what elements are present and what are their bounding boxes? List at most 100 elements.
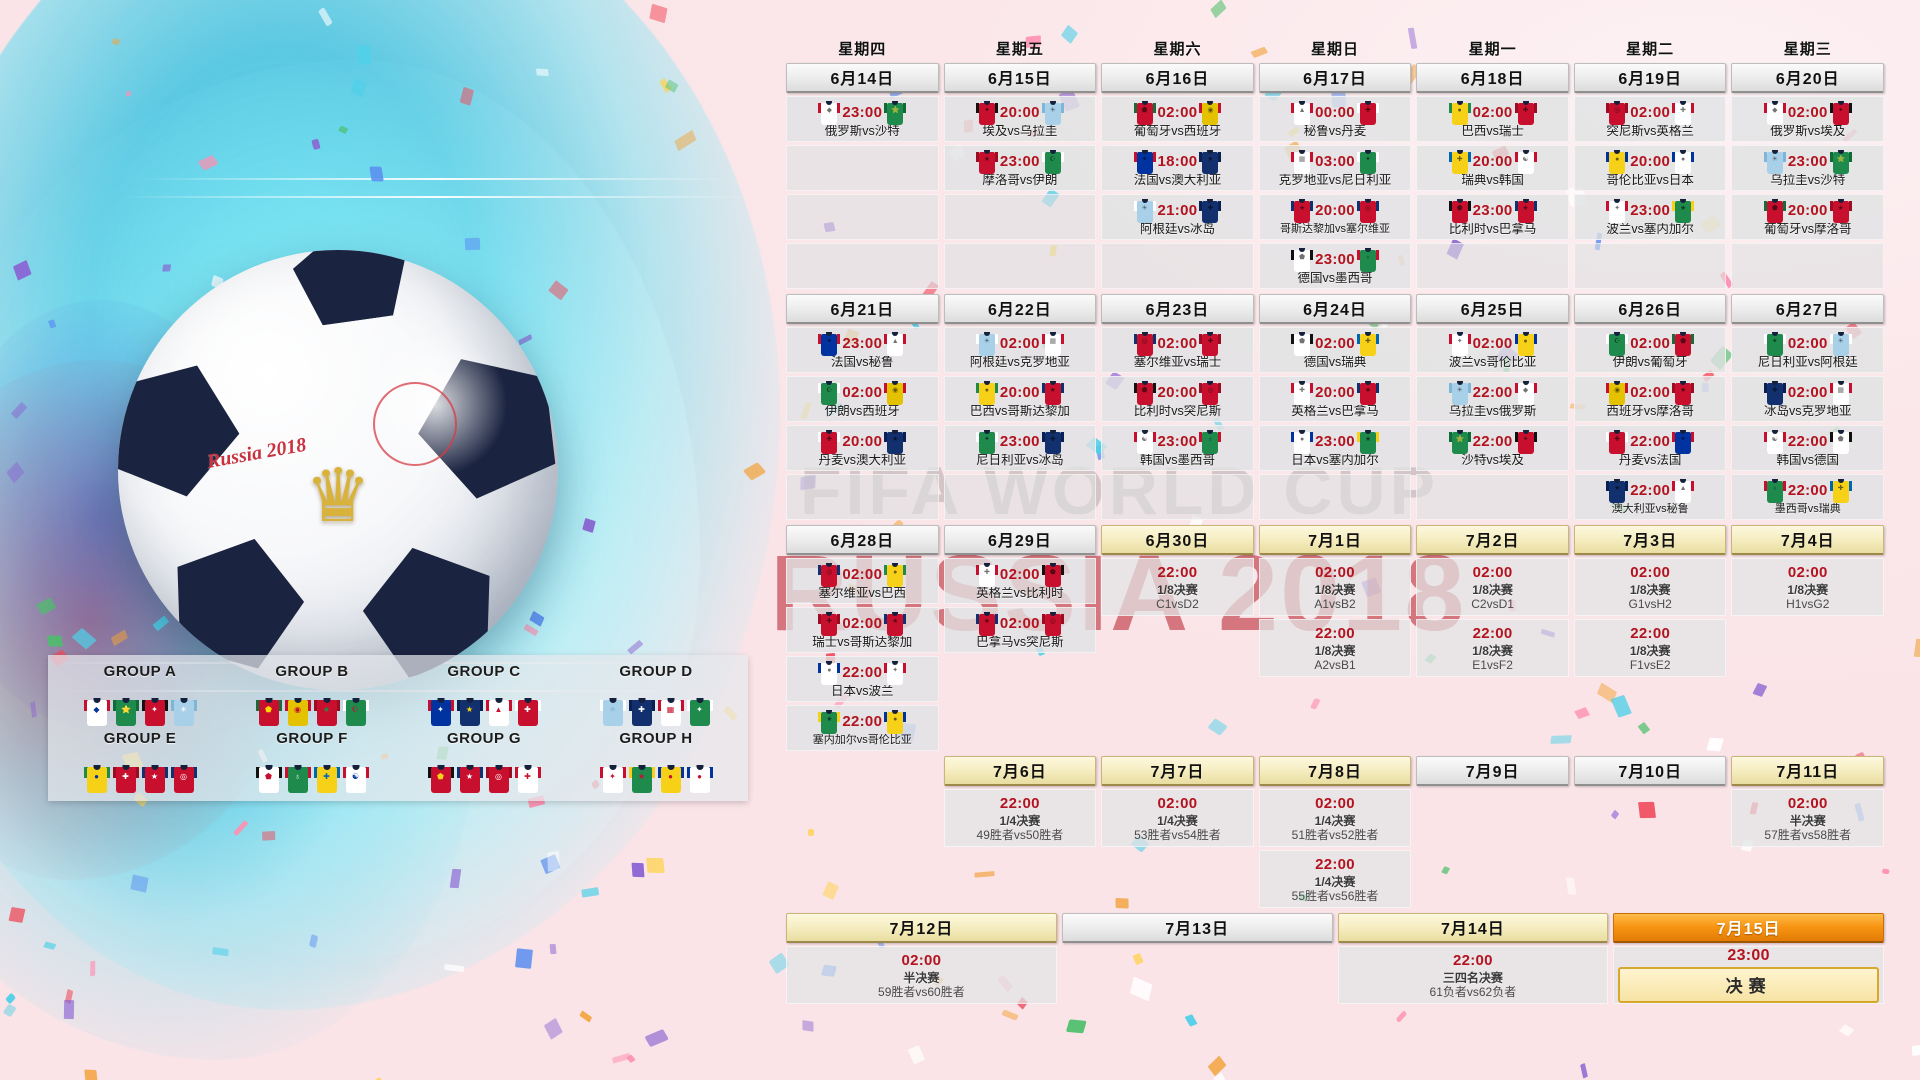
date-header-6月20日[interactable]: 6月20日 xyxy=(1731,63,1885,93)
match-cell[interactable]: ⬟ 20:00 ◎ 比利时vs突尼斯 xyxy=(1101,376,1254,422)
match-cell[interactable]: ✦ 23:00 ★ 波兰vs塞内加尔 xyxy=(1573,194,1727,240)
match-cell[interactable]: ☀ 22:00 ◆ 乌拉圭vs俄罗斯 xyxy=(1416,376,1569,422)
date-header-6月24日[interactable]: 6月24日 xyxy=(1258,294,1412,324)
date-header-6月25日[interactable]: 6月25日 xyxy=(1416,294,1569,324)
match-cell[interactable]: 22:00 1/4决赛 49胜者vs50胜者 xyxy=(943,789,1097,847)
date-header-7月4日[interactable]: 7月4日 xyxy=(1731,525,1885,555)
match-cell[interactable]: ✚ 20:00 ★ 英格兰vs巴拿马 xyxy=(1258,376,1412,422)
match-cell[interactable]: ⬟ 02:00 ◉ 葡萄牙vs西班牙 xyxy=(1101,96,1254,142)
date-header-6月23日[interactable]: 6月23日 xyxy=(1101,294,1254,324)
match-cell[interactable]: ▦ 03:00 ✦ 克罗地亚vs尼日利亚 xyxy=(1258,145,1412,191)
date-header-7月8日[interactable]: 7月8日 xyxy=(1258,756,1412,786)
match-cell[interactable]: ☪ 02:00 ⬟ 伊朗vs葡萄牙 xyxy=(1573,327,1727,373)
match-cell[interactable]: ✚ 02:00 ⬟ 英格兰vs比利时 xyxy=(943,558,1097,604)
match-cell[interactable]: ♁ 22:00 ✚ 墨西哥vs瑞典 xyxy=(1731,474,1885,520)
match-cell[interactable]: 02:00 半决赛 57胜者vs58胜者 xyxy=(1731,789,1885,847)
match-cell[interactable]: 02:00 1/4决赛 51胜者vs52胜者 xyxy=(1258,789,1412,847)
match-cell[interactable]: ★ 22:00 ▲ 澳大利亚vs秘鲁 xyxy=(1573,474,1727,520)
match-cell[interactable]: ◎ 02:00 ✚ 塞尔维亚vs瑞士 xyxy=(1101,327,1254,373)
match-cell[interactable]: ✦ 02:00 ☀ 尼日利亚vs阿根廷 xyxy=(1731,327,1885,373)
match-cell[interactable]: ★ 02:00 ◎ 巴拿马vs突尼斯 xyxy=(943,607,1097,653)
date-header-6月27日[interactable]: 6月27日 xyxy=(1731,294,1885,324)
group-a-box[interactable]: GROUP A ◆ ⭐ ✦ ☀ xyxy=(54,661,226,728)
match-cell[interactable]: 02:00 1/8决赛 G1vsH2 xyxy=(1573,558,1727,616)
match-cell[interactable]: ◎ 02:00 ✚ 突尼斯vs英格兰 xyxy=(1573,96,1727,142)
match-cell[interactable]: ● 02:00 ✚ 巴西vs瑞士 xyxy=(1416,96,1569,142)
group-g-box[interactable]: GROUP G ⬟ ★ ◎ ✚ xyxy=(398,728,570,795)
match-cell[interactable]: ☀ 02:00 ▦ 阿根廷vs克罗地亚 xyxy=(943,327,1097,373)
date-header-7月9日[interactable]: 7月9日 xyxy=(1416,756,1569,786)
date-header-6月16日[interactable]: 6月16日 xyxy=(1101,63,1254,93)
match-cell[interactable]: ⬟ 20:00 ★ 葡萄牙vs摩洛哥 xyxy=(1731,194,1885,240)
group-h-box[interactable]: GROUP H ✦ ★ ● ● xyxy=(570,728,742,795)
match-cell[interactable]: ★ 23:00 ☪ 摩洛哥vs伊朗 xyxy=(943,145,1097,191)
date-header-6月29日[interactable]: 6月29日 xyxy=(943,525,1097,555)
date-header-6月17日[interactable]: 6月17日 xyxy=(1258,63,1412,93)
date-header-6月21日[interactable]: 6月21日 xyxy=(786,294,939,324)
date-header-7月2日[interactable]: 7月2日 xyxy=(1416,525,1569,555)
match-cell[interactable]: ◆ 23:00 ⭐ 俄罗斯vs沙特 xyxy=(786,96,939,142)
date-header-6月15日[interactable]: 6月15日 xyxy=(943,63,1097,93)
match-cell[interactable]: ☯ 23:00 ♁ 韩国vs墨西哥 xyxy=(1101,425,1254,471)
date-header-7月3日[interactable]: 7月3日 xyxy=(1573,525,1727,555)
match-cell[interactable]: 22:00 三四名决赛 61负者vs62负者 xyxy=(1337,946,1609,1004)
match-cell[interactable]: ● 23:00 ★ 日本vs塞内加尔 xyxy=(1258,425,1412,471)
match-cell[interactable]: ✚ 02:00 ★ 瑞士vs哥斯达黎加 xyxy=(786,607,939,653)
group-e-box[interactable]: GROUP E ● ✚ ★ ◎ xyxy=(54,728,226,795)
date-header-6月19日[interactable]: 6月19日 xyxy=(1573,63,1727,93)
date-header-7月11日[interactable]: 7月11日 xyxy=(1731,756,1885,786)
match-cell[interactable]: ⬟ 02:00 ✚ 德国vs瑞典 xyxy=(1258,327,1412,373)
group-c-box[interactable]: GROUP C ✦ ★ ▲ ✚ xyxy=(398,661,570,728)
date-header-6月30日[interactable]: 6月30日 xyxy=(1101,525,1254,555)
match-cell[interactable]: ✚ 02:00 ▦ 冰岛vs克罗地亚 xyxy=(1731,376,1885,422)
match-cell[interactable]: ✦ 23:00 ▲ 法国vs秘鲁 xyxy=(786,327,939,373)
group-d-box[interactable]: GROUP D ☀ ✚ ▦ ✦ xyxy=(570,661,742,728)
date-header-6月22日[interactable]: 6月22日 xyxy=(943,294,1097,324)
match-cell[interactable]: ✦ 23:00 ✚ 尼日利亚vs冰岛 xyxy=(943,425,1097,471)
match-cell[interactable]: ✦ 02:00 ● 波兰vs哥伦比亚 xyxy=(1416,327,1569,373)
match-cell[interactable]: ✚ 20:00 ★ 丹麦vs澳大利亚 xyxy=(786,425,939,471)
date-header-7月12日[interactable]: 7月12日 xyxy=(786,913,1057,943)
date-header-7月14日[interactable]: 7月14日 xyxy=(1337,913,1609,943)
match-cell[interactable]: ▲ 00:00 ✚ 秘鲁vs丹麦 xyxy=(1258,96,1412,142)
match-cell[interactable]: 22:00 1/8决赛 C1vsD2 xyxy=(1101,558,1254,616)
date-header-6月18日[interactable]: 6月18日 xyxy=(1416,63,1569,93)
date-header-6月14日[interactable]: 6月14日 xyxy=(786,63,939,93)
match-cell[interactable]: 23:00 决赛 xyxy=(1613,946,1884,1004)
match-cell[interactable]: 02:00 半决赛 59胜者vs60胜者 xyxy=(786,946,1057,1004)
match-cell[interactable]: ◆ 02:00 ✦ 俄罗斯vs埃及 xyxy=(1731,96,1885,142)
match-cell[interactable]: ✚ 20:00 ☯ 瑞典vs韩国 xyxy=(1416,145,1569,191)
match-cell[interactable]: 22:00 1/8决赛 F1vsE2 xyxy=(1573,619,1727,677)
match-cell[interactable]: ◎ 02:00 ● 塞尔维亚vs巴西 xyxy=(786,558,939,604)
date-header-7月1日[interactable]: 7月1日 xyxy=(1258,525,1412,555)
match-cell[interactable]: ☀ 21:00 ✚ 阿根廷vs冰岛 xyxy=(1101,194,1254,240)
match-cell[interactable]: 22:00 1/4决赛 55胜者vs56胜者 xyxy=(1258,850,1412,908)
date-header-7月15日[interactable]: 7月15日 xyxy=(1613,913,1884,943)
match-cell[interactable]: 02:00 1/4决赛 53胜者vs54胜者 xyxy=(1101,789,1254,847)
match-cell[interactable]: 02:00 1/8决赛 H1vsG2 xyxy=(1731,558,1885,616)
group-f-box[interactable]: GROUP F ⬟ ♁ ✚ ☯ xyxy=(226,728,398,795)
match-cell[interactable]: ✦ 18:00 ★ 法国vs澳大利亚 xyxy=(1101,145,1254,191)
match-cell[interactable]: ● 20:00 ★ 巴西vs哥斯达黎加 xyxy=(943,376,1097,422)
match-cell[interactable]: ✚ 22:00 ✦ 丹麦vs法国 xyxy=(1573,425,1727,471)
match-cell[interactable]: ★ 22:00 ● 塞内加尔vs哥伦比亚 xyxy=(786,705,939,751)
match-cell[interactable]: ⭐ 22:00 ✦ 沙特vs埃及 xyxy=(1416,425,1569,471)
match-cell[interactable]: 22:00 1/8决赛 E1vsF2 xyxy=(1416,619,1569,677)
match-cell[interactable]: ● 22:00 ✦ 日本vs波兰 xyxy=(786,656,939,702)
date-header-7月13日[interactable]: 7月13日 xyxy=(1061,913,1333,943)
match-cell[interactable]: ☀ 23:00 ⭐ 乌拉圭vs沙特 xyxy=(1731,145,1885,191)
date-header-6月28日[interactable]: 6月28日 xyxy=(786,525,939,555)
match-cell[interactable]: ⬟ 23:00 ♁ 德国vs墨西哥 xyxy=(1258,243,1412,289)
match-cell[interactable]: ● 20:00 ● 哥伦比亚vs日本 xyxy=(1573,145,1727,191)
match-cell[interactable]: 02:00 1/8决赛 C2vsD1 xyxy=(1416,558,1569,616)
date-header-7月10日[interactable]: 7月10日 xyxy=(1573,756,1727,786)
match-cell[interactable]: 22:00 1/8决赛 A2vsB1 xyxy=(1258,619,1412,677)
date-header-7月6日[interactable]: 7月6日 xyxy=(943,756,1097,786)
match-cell[interactable]: ◉ 02:00 ★ 西班牙vs摩洛哥 xyxy=(1573,376,1727,422)
match-cell[interactable]: 02:00 1/8决赛 A1vsB2 xyxy=(1258,558,1412,616)
match-cell[interactable]: ☪ 02:00 ◉ 伊朗vs西班牙 xyxy=(786,376,939,422)
final-match-label[interactable]: 决赛 xyxy=(1618,966,1879,1003)
match-cell[interactable]: ✦ 20:00 ☀ 埃及vs乌拉圭 xyxy=(943,96,1097,142)
match-cell[interactable]: ☯ 22:00 ⬟ 韩国vs德国 xyxy=(1731,425,1885,471)
date-header-6月26日[interactable]: 6月26日 xyxy=(1573,294,1727,324)
